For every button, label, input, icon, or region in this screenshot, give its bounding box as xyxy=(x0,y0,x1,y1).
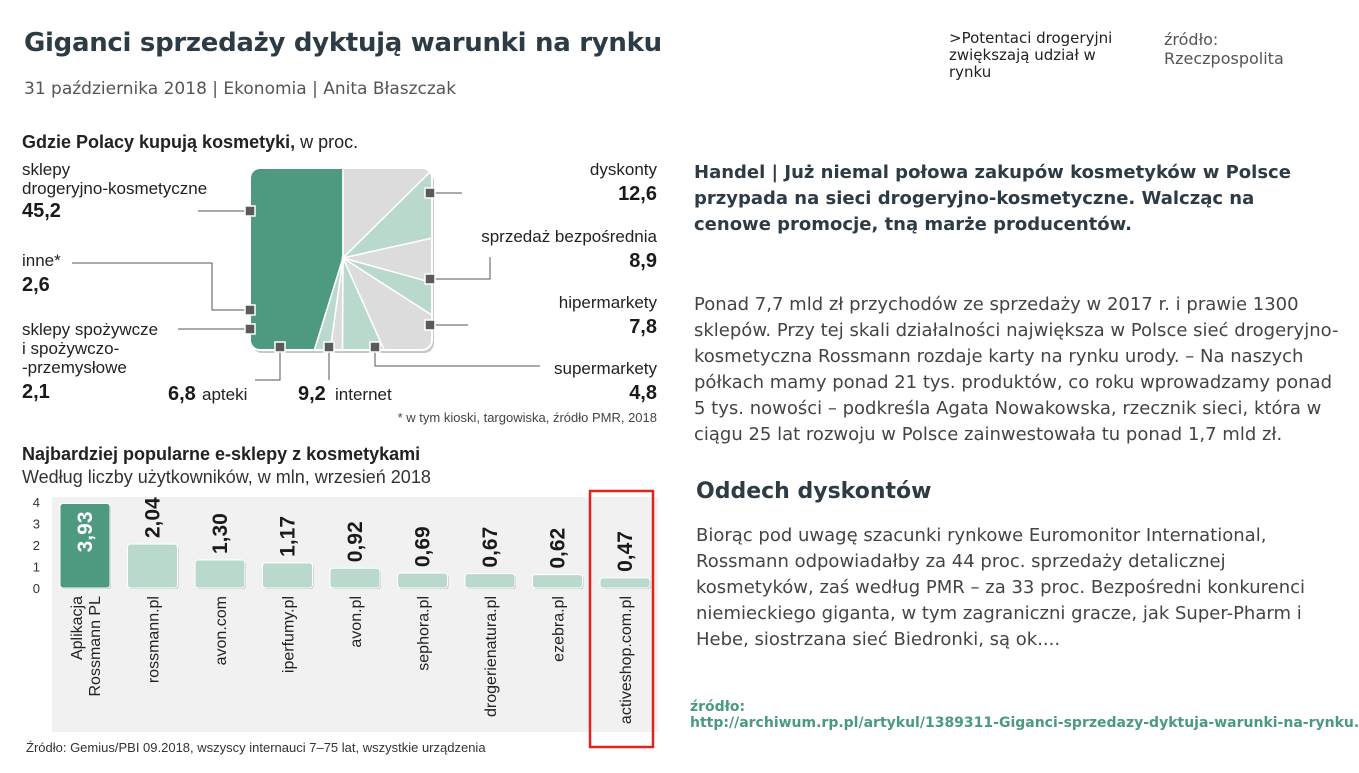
pie-leader-dot xyxy=(323,341,335,353)
pie-leader-dot xyxy=(369,341,381,353)
pie-frame xyxy=(249,167,433,351)
bar xyxy=(397,572,448,589)
bar-source: Źródło: Gemius/PBI 09.2018, wszyscy inte… xyxy=(26,740,486,755)
pie-value-label: 8,9 xyxy=(629,250,657,272)
pie-leader-dot xyxy=(424,273,436,285)
bar-value-label: 1,17 xyxy=(277,516,300,557)
pie-slice-label: -przemysłowe xyxy=(22,358,127,377)
x-category-label: avon.pl xyxy=(348,596,365,648)
x-category-label: drogerienatura.pl xyxy=(483,596,500,717)
article-subheading: Oddech dyskontów xyxy=(696,479,932,504)
y-tick-label: 0 xyxy=(33,581,40,596)
pie-leader-line xyxy=(374,347,540,367)
bar xyxy=(127,543,178,589)
pie-slice-label: inne* xyxy=(22,251,61,270)
pie-leader-dot xyxy=(244,304,256,316)
x-category-label: Aplikacja xyxy=(69,596,86,660)
pie-value-label: 2,6 xyxy=(22,274,50,296)
pie-slice xyxy=(342,168,432,260)
pie-chart: Gdzie Polacy kupują kosmetyki, w proc. sk… xyxy=(22,132,658,425)
pie-slice-label: sklepy spożywcze xyxy=(22,320,158,339)
x-category-label: Rossmann PL xyxy=(87,596,104,697)
pie-slice-label: i spożywczo- xyxy=(22,339,119,358)
bar-value-label: 0,69 xyxy=(412,526,435,567)
highlight-frame xyxy=(588,489,655,749)
pie-slice-label: internet xyxy=(335,385,392,404)
pie-slice xyxy=(264,257,344,350)
pie-slice xyxy=(340,168,432,260)
pie-leader-dot xyxy=(244,205,256,217)
pie-slice xyxy=(340,257,432,350)
pie-leader-dot xyxy=(244,323,256,335)
pie-value-label: 2,1 xyxy=(22,381,50,403)
bar-value-label: 0,92 xyxy=(344,521,367,562)
source-label: źródło: xyxy=(1164,30,1219,49)
pie-value-label: 45,2 xyxy=(22,200,61,222)
pie-slice-label: supermarkety xyxy=(554,359,657,378)
pie-slice-label: sklepy xyxy=(22,160,71,179)
article-lead: Handel | Już niemal połowa zakupów kosme… xyxy=(694,162,1291,235)
bar xyxy=(194,559,246,589)
bar-title: Najbardziej popularne e-sklepy z kosmety… xyxy=(22,444,420,464)
pie-leader-line xyxy=(430,257,491,280)
bottom-source-label: źródło: xyxy=(690,699,746,715)
x-category-label: sephora.pl xyxy=(416,596,433,671)
pie-leader-line xyxy=(255,347,281,381)
pie-slice-label: apteki xyxy=(202,385,247,404)
image-caption-note: >Potentaci drogeryjni zwiększają udział … xyxy=(949,29,1113,81)
y-tick-label: 4 xyxy=(33,495,40,510)
bar xyxy=(599,577,651,589)
bar-chart: Najbardziej popularne e-sklepy z kosmety… xyxy=(22,444,658,755)
y-tick-label: 1 xyxy=(33,560,40,575)
bottom-source-link[interactable]: http://archiwum.rp.pl/artykul/1389311-Gi… xyxy=(690,715,1359,731)
article-paragraph-1: Ponad 7,7 mld zł przychodów ze sprzedaży… xyxy=(694,294,1339,445)
pie-slice xyxy=(342,257,432,350)
pie-leader-dot xyxy=(424,319,436,331)
bar xyxy=(59,503,111,589)
x-category-label: ezebra.pl xyxy=(551,596,568,662)
x-category-label: activeshop.com.pl xyxy=(618,596,635,724)
bar-value-label: 0,62 xyxy=(547,528,570,569)
pie-footnote: * w tym kioski, targowiska, źródło PMR, … xyxy=(398,410,657,425)
pie-slice-label: hipermarkety xyxy=(559,293,658,312)
pie-leader-dot xyxy=(274,341,286,353)
bar xyxy=(464,573,516,589)
bar-plot-background xyxy=(52,497,658,732)
x-category-label: rossmann.pl xyxy=(146,596,163,683)
bar-subtitle: Według liczby użytkowników, w mln, wrzes… xyxy=(22,467,431,487)
bar-value-label: 3,93 xyxy=(74,512,97,553)
infographic: Gdzie Polacy kupują kosmetyki, w proc. sk… xyxy=(0,120,660,773)
pie-value-label: 7,8 xyxy=(629,316,657,338)
bar xyxy=(329,567,381,589)
pie-value-label: 9,2 xyxy=(298,383,326,405)
pie-slice-label: sprzedaż bezpośrednia xyxy=(481,227,657,246)
article-paragraph-2: Biorąc pod uwagę szacunki rynkowe Euromo… xyxy=(696,525,1306,650)
bar xyxy=(262,562,313,589)
bar xyxy=(532,574,583,589)
pie-slice xyxy=(341,256,432,350)
pie-value-label: 6,8 xyxy=(168,383,196,405)
pie-leader-line xyxy=(72,262,250,311)
pie-leader-dot xyxy=(424,187,436,199)
pie-title: Gdzie Polacy kupują kosmetyki, w proc. xyxy=(22,132,358,152)
x-category-label: iperfumy.pl xyxy=(281,596,298,673)
bar-value-label: 0,67 xyxy=(479,527,502,568)
bar-value-label: 1,30 xyxy=(209,513,232,554)
pie-slice-label: dyskonty xyxy=(590,160,658,179)
article-meta: 31 października 2018 | Ekonomia | Anita … xyxy=(24,79,457,99)
source-value: Rzeczpospolita xyxy=(1164,49,1284,68)
x-category-label: avon.com xyxy=(213,596,230,665)
pie-value-label: 4,8 xyxy=(629,382,657,404)
bar-value-label: 0,47 xyxy=(614,531,637,572)
y-tick-label: 3 xyxy=(33,517,40,532)
pie-slices xyxy=(250,168,432,350)
pie-value-label: 12,6 xyxy=(618,183,657,205)
y-tick-label: 2 xyxy=(33,538,40,553)
article-title: Giganci sprzedaży dyktują warunki na ryn… xyxy=(24,28,662,58)
bar-value-label: 2,04 xyxy=(142,497,165,538)
pie-slice-label: drogeryjno-kosmetyczne xyxy=(22,179,207,198)
